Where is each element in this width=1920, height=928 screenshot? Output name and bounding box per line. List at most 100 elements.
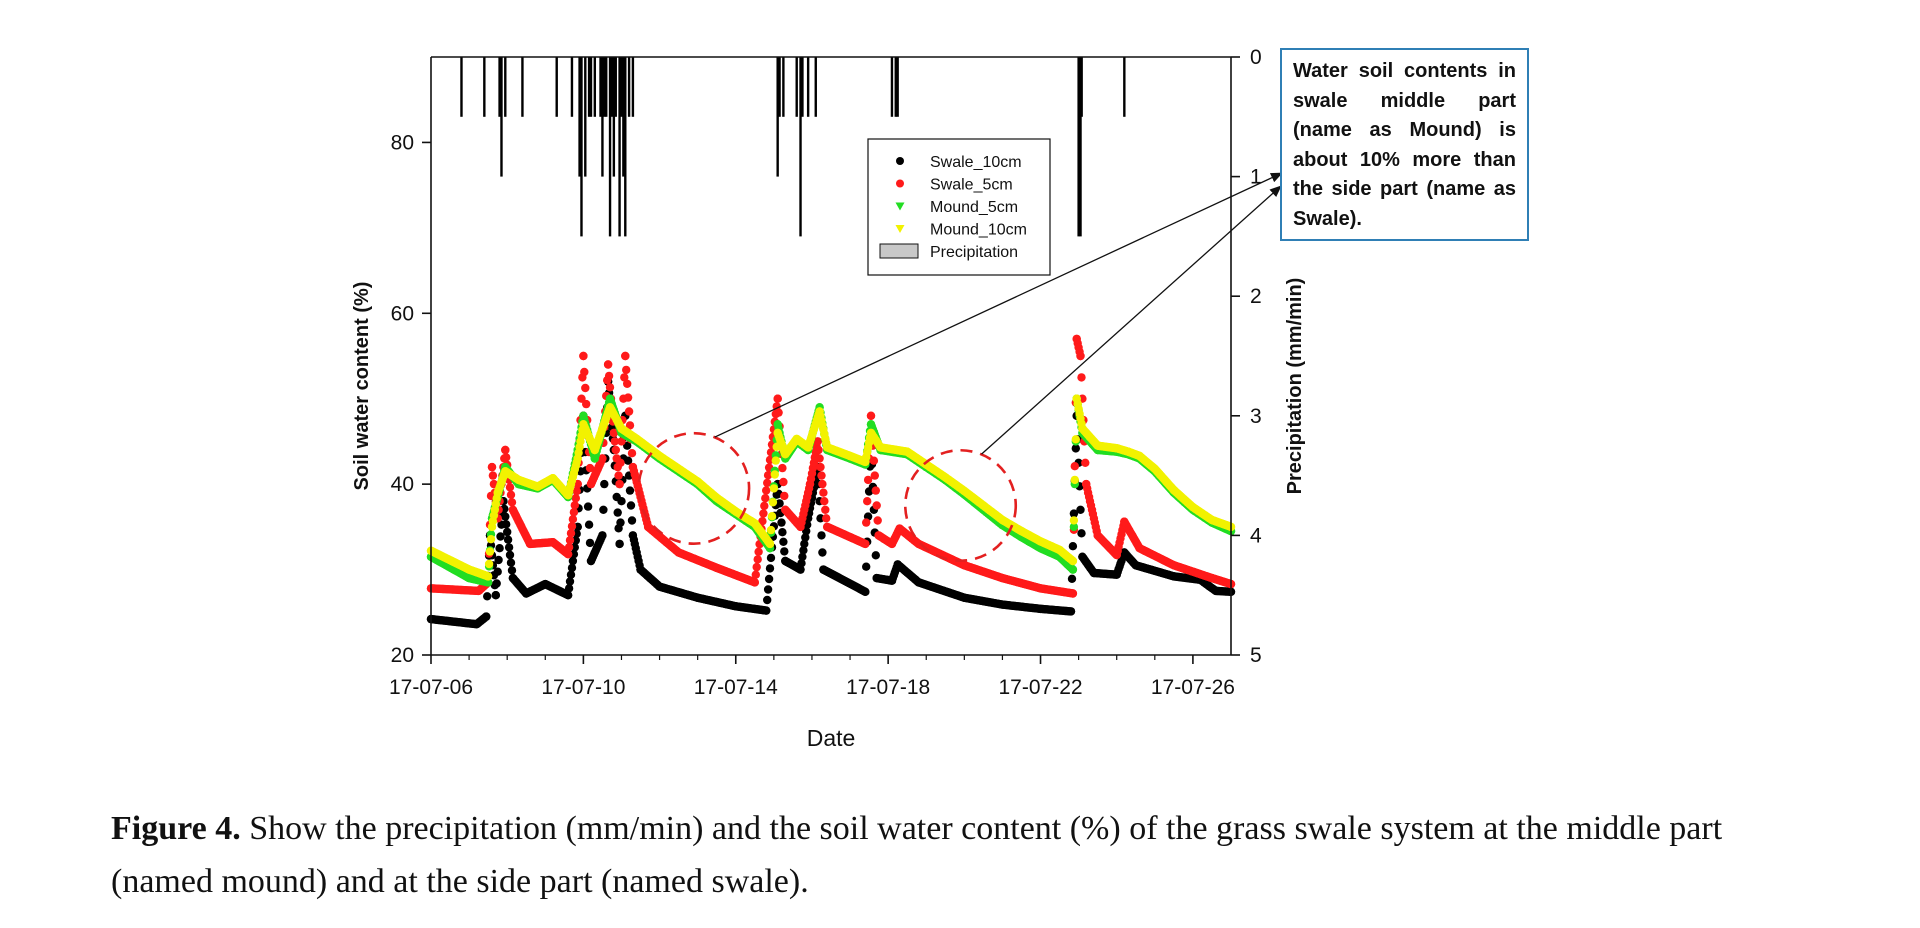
series-vertex-10 [573, 454, 582, 463]
series-vertex-50 [1188, 503, 1198, 512]
series-vertex-30 [861, 587, 870, 596]
series-point [485, 547, 495, 556]
series-point [769, 484, 779, 493]
series-point [566, 570, 576, 579]
series-point [815, 454, 824, 463]
legend-item-mound-10cm: Mound_10cm [895, 222, 1027, 239]
series-vertex-32 [887, 539, 897, 549]
series-vertex-30 [866, 428, 876, 438]
legend-item-mound-5cm: Mound_5cm [895, 199, 1018, 216]
series-vertex-16 [615, 479, 624, 489]
series-vertex-17 [621, 351, 630, 361]
series-point [862, 518, 871, 527]
series-vertex-19 [636, 565, 645, 574]
series-point [569, 508, 579, 517]
precip-bar-15 [601, 57, 604, 177]
series-point [870, 471, 879, 480]
precip-bar-14 [599, 57, 602, 117]
series-point [816, 462, 825, 472]
series-vertex-39 [1036, 537, 1045, 546]
series-point [754, 547, 763, 556]
series-point [763, 585, 773, 594]
series-point [764, 574, 774, 584]
series-vertex-42 [1093, 531, 1102, 540]
precip-bar-5 [521, 57, 524, 117]
series-point [768, 498, 778, 507]
series-point [1071, 435, 1081, 444]
precip-bar-24 [622, 57, 625, 177]
series-vertex-36 [998, 573, 1007, 583]
series-vertex-6 [514, 475, 523, 485]
series-vertex-22 [731, 602, 740, 611]
precip-bar-39 [1077, 57, 1080, 237]
series-point [798, 552, 807, 561]
series-point [819, 488, 828, 497]
series-vertex-20 [655, 582, 664, 591]
series-vertex-13 [598, 454, 607, 463]
series-point [620, 373, 629, 382]
series-vertex-35 [960, 486, 969, 496]
precip-bar-8 [578, 57, 581, 177]
series-point [502, 453, 511, 462]
series-point [751, 570, 760, 579]
series-vertex-1 [464, 565, 474, 574]
series-point [1076, 505, 1085, 514]
series-point [565, 536, 575, 545]
series-point [505, 483, 515, 492]
series-vertex-27 [813, 437, 822, 446]
series-point [581, 383, 590, 393]
legend-label: Swale_5cm [930, 177, 1013, 194]
series-point [613, 508, 622, 517]
series-vertex-8 [548, 538, 558, 547]
series-point [616, 518, 625, 527]
precip-bar-13 [593, 57, 597, 117]
series-vertex-9 [563, 550, 573, 559]
series-point [752, 562, 761, 572]
series-point [623, 441, 632, 450]
series-point [779, 477, 788, 487]
caption-text: Show the precipitation (mm/min) and the … [111, 810, 1723, 900]
annotation-circles [637, 431, 1018, 563]
series-point [1069, 516, 1079, 525]
series-vertex-21 [693, 593, 702, 602]
precip-bar-28 [776, 57, 779, 177]
series-point [599, 505, 608, 514]
series-vertex-12 [590, 454, 599, 463]
series-point [770, 470, 779, 479]
x-tick-label-4: 17-07-22 [998, 676, 1082, 699]
precip-bar-1 [483, 57, 486, 117]
series-vertex-29 [861, 457, 870, 467]
annotation-arrow-1 [981, 185, 1282, 455]
series-vertex-29 [819, 565, 828, 574]
series-point [753, 555, 762, 564]
series-point [779, 537, 788, 546]
series-point [623, 456, 633, 465]
series-vertex-41 [1078, 552, 1087, 561]
series-point [758, 517, 767, 526]
series-vertex-4 [491, 591, 500, 600]
series-vertex-28 [823, 522, 832, 532]
series-point [623, 379, 632, 388]
series-vertex-31 [874, 531, 883, 540]
series-point [771, 456, 780, 465]
x-tick-label-0: 17-07-06 [389, 676, 473, 699]
series-point [800, 539, 809, 549]
series-point [774, 408, 783, 417]
series-point [1071, 444, 1081, 453]
series-point [862, 562, 871, 571]
series-swale-5cm [426, 334, 1236, 598]
series-vertex-41 [1082, 479, 1091, 489]
series-vertex-19 [731, 507, 740, 516]
series-point [871, 551, 880, 560]
series-vertex-25 [796, 522, 805, 532]
series-vertex-34 [914, 539, 923, 549]
series-point [872, 501, 881, 510]
series-vertex-22 [773, 428, 782, 438]
series-point [818, 548, 827, 557]
series-point [777, 518, 786, 527]
precip-bar-16 [603, 57, 606, 117]
series-vertex-22 [773, 420, 782, 429]
series-vertex-26 [796, 565, 805, 574]
y-tick-label-3: 80 [391, 131, 414, 154]
